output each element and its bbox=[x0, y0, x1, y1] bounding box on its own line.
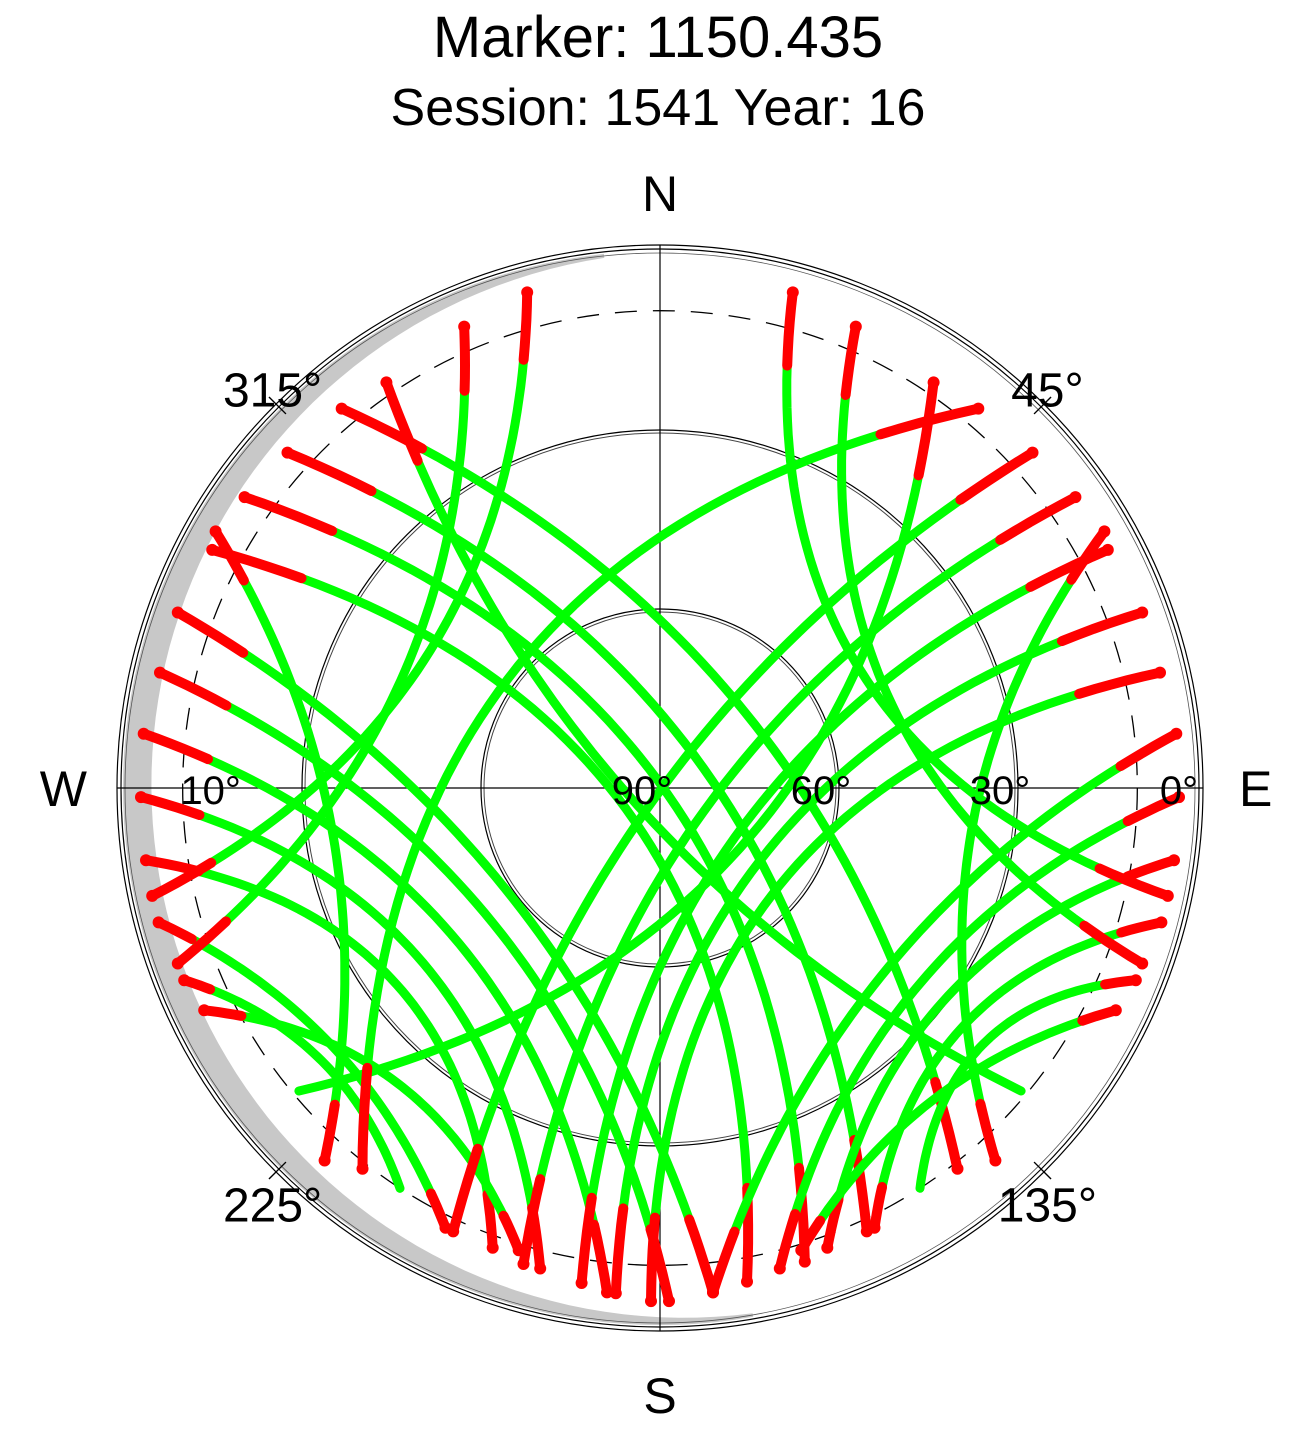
low-elevation-segment-18-0 bbox=[1056, 607, 1148, 647]
satellite-track-15 bbox=[448, 448, 1037, 1236]
azimuth-tick-135 bbox=[1033, 1161, 1052, 1180]
elevation-tick-label-60: 60° bbox=[791, 769, 852, 813]
satellite-track-29 bbox=[782, 287, 1173, 901]
chart-subtitle: Session: 1541 Year: 16 bbox=[390, 79, 926, 137]
low-elevation-segment-20-1 bbox=[708, 1226, 740, 1298]
low-elevation-segment-30-1 bbox=[319, 1099, 340, 1166]
compass-label-east: E bbox=[1239, 761, 1272, 817]
low-elevation-segment-18-1 bbox=[610, 1203, 629, 1299]
low-elevation-segment-19-0 bbox=[1074, 667, 1165, 699]
low-elevation-segment-21-0 bbox=[1122, 792, 1184, 827]
low-elevation-segment-15-1 bbox=[448, 1143, 483, 1237]
low-elevation-segment-31-0 bbox=[1066, 526, 1110, 585]
low-elevation-segment-19-1 bbox=[646, 1212, 660, 1307]
compass-label-west: W bbox=[40, 761, 88, 817]
low-elevation-segment-28-0 bbox=[840, 321, 861, 400]
low-elevation-segment-14-1 bbox=[357, 1062, 373, 1174]
low-elevation-segment-23-0 bbox=[1116, 917, 1167, 938]
low-elevation-segment-23-1 bbox=[869, 1182, 888, 1233]
low-elevation-segment-14-0 bbox=[875, 403, 984, 440]
elevation-tick-label-90: 90° bbox=[612, 769, 673, 813]
low-elevation-segment-25-1 bbox=[796, 1215, 826, 1256]
low-elevation-segment-2-0 bbox=[282, 447, 377, 496]
low-elevation-segment-16-0 bbox=[995, 492, 1081, 545]
low-elevation-segment-9-1 bbox=[482, 1189, 498, 1253]
low-elevation-segment-7-1 bbox=[589, 1219, 612, 1298]
azimuth-tick-label-315: 315° bbox=[223, 365, 322, 418]
low-elevation-segment-1-0 bbox=[336, 403, 427, 454]
low-elevation-segment-10-1 bbox=[425, 1188, 451, 1233]
low-elevation-segment-12-1 bbox=[498, 1210, 524, 1256]
low-elevation-segment-3-0 bbox=[239, 492, 338, 536]
satellite-track-28 bbox=[837, 322, 1147, 968]
low-elevation-segment-21-1 bbox=[774, 1209, 801, 1274]
low-elevation-segment-12-0 bbox=[199, 1005, 247, 1021]
low-elevation-segment-13-0 bbox=[913, 377, 939, 481]
azimuth-tick-label-225: 225° bbox=[223, 1179, 322, 1232]
satellite-track-16 bbox=[519, 492, 1080, 1269]
satellite-tracks bbox=[135, 286, 1185, 1308]
satellite-track-3 bbox=[240, 492, 810, 1267]
satellite-track-4 bbox=[207, 545, 753, 1287]
low-elevation-segment-5-1 bbox=[684, 1214, 718, 1298]
low-elevation-segment-20-0 bbox=[1115, 728, 1182, 772]
low-elevation-segment-16-1 bbox=[518, 1174, 546, 1269]
azimuth-tick-225 bbox=[268, 1161, 287, 1180]
low-elevation-segment-15-0 bbox=[955, 447, 1038, 505]
compass-label-north: N bbox=[642, 166, 678, 222]
satellite-track-25 bbox=[796, 1005, 1121, 1255]
low-elevation-segment-11-0 bbox=[179, 975, 216, 995]
low-elevation-segment-5-0 bbox=[172, 607, 249, 658]
satellite-track-13 bbox=[294, 377, 939, 1096]
low-elevation-segment-17-1 bbox=[576, 1192, 597, 1288]
low-elevation-segment-27-0 bbox=[518, 287, 533, 365]
low-elevation-segment-10-0 bbox=[153, 917, 197, 944]
elevation-tick-label-10: 10° bbox=[180, 769, 241, 813]
low-elevation-segment-28-1 bbox=[1079, 920, 1148, 969]
compass-label-south: S bbox=[643, 1368, 676, 1424]
azimuth-tick-315 bbox=[268, 396, 287, 415]
low-elevation-segment-26-0 bbox=[459, 321, 471, 396]
elevation-tick-label-0: 0° bbox=[1160, 769, 1198, 813]
azimuth-tick-45 bbox=[1033, 396, 1052, 415]
satellite-track-7 bbox=[139, 729, 612, 1297]
low-elevation-segment-31-1 bbox=[975, 1098, 1001, 1166]
low-elevation-segment-7-0 bbox=[138, 728, 213, 765]
satellite-track-21 bbox=[775, 792, 1184, 1273]
satellite-track-11 bbox=[179, 975, 405, 1193]
low-elevation-segment-17-0 bbox=[1025, 544, 1113, 592]
axis-labels: N S E W 45° 135° 225° 315° 0° 30° 60° 90° 10° bbox=[40, 166, 1273, 1424]
azimuth-tick-label-135: 135° bbox=[998, 1179, 1097, 1232]
low-elevation-segment-25-0 bbox=[1077, 1005, 1121, 1026]
low-elevation-segment-9-0 bbox=[141, 855, 204, 877]
satellite-track-22 bbox=[822, 855, 1179, 1253]
low-elevation-segment-29-1 bbox=[1094, 863, 1173, 901]
satellite-track-20 bbox=[708, 729, 1181, 1297]
low-elevation-segment-29-0 bbox=[782, 287, 798, 371]
low-elevation-segment-6-0 bbox=[155, 667, 232, 711]
satellite-track-27 bbox=[147, 287, 532, 901]
low-elevation-segment-8-0 bbox=[136, 792, 205, 820]
satellite-track-18 bbox=[611, 608, 1147, 1298]
low-elevation-segment-24-0 bbox=[1100, 975, 1141, 990]
satellite-track-26 bbox=[173, 322, 470, 968]
chart-title: Marker: 1150.435 bbox=[432, 5, 884, 70]
low-elevation-segment-22-1 bbox=[822, 1194, 844, 1253]
low-elevation-segment-30-0 bbox=[210, 526, 249, 586]
satellite-track-30 bbox=[211, 526, 350, 1165]
low-elevation-segment-22-0 bbox=[1122, 855, 1179, 882]
satellite-track-24 bbox=[915, 975, 1141, 1193]
low-elevation-segment-27-1 bbox=[147, 857, 217, 901]
elevation-tick-label-30: 30° bbox=[970, 769, 1031, 813]
azimuth-tick-label-45: 45° bbox=[1011, 365, 1084, 418]
low-elevation-segment-26-1 bbox=[172, 916, 231, 969]
satellite-track-17 bbox=[577, 545, 1113, 1288]
satellite-track-31 bbox=[957, 526, 1109, 1165]
satellite-track-12 bbox=[199, 1005, 524, 1255]
